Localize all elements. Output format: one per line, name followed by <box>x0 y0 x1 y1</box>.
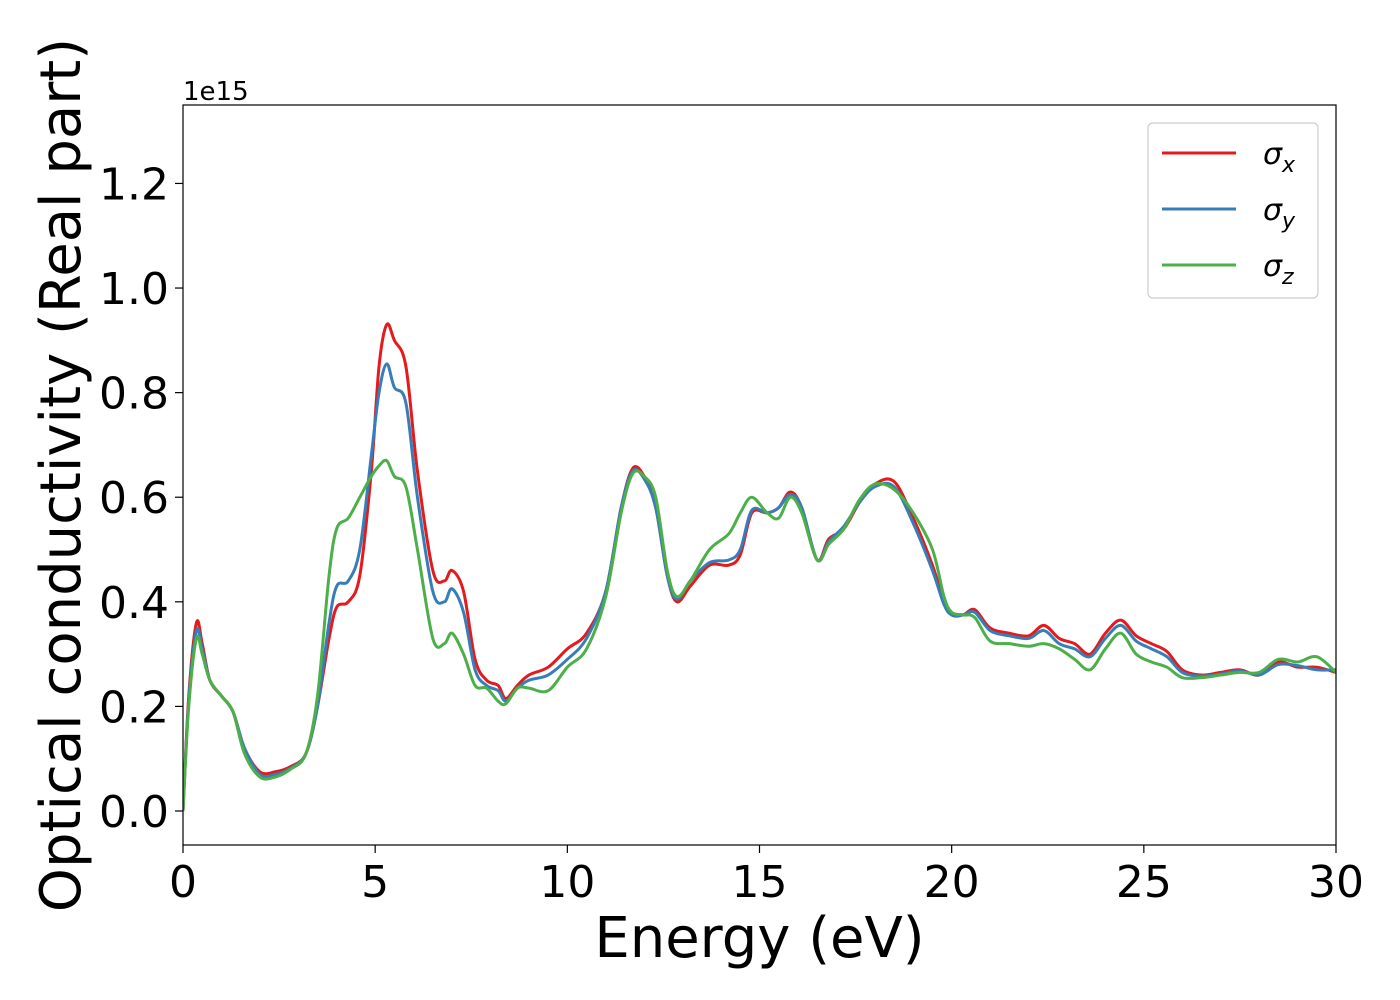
y-tick-label: 0.6 <box>99 473 169 524</box>
x-tick-label: 5 <box>361 857 389 908</box>
x-axis-label: Energy (eV) <box>594 906 924 971</box>
legend: σx σy σz <box>1147 122 1319 299</box>
y-tick-label: 1.2 <box>99 159 169 210</box>
legend-label-sigma-z: σz <box>1263 249 1294 290</box>
y-tick-label: 1.0 <box>99 264 169 315</box>
y-tick-label: 0.2 <box>99 682 169 733</box>
y-axis-label: Optical conductivity (Real part) <box>29 38 94 912</box>
x-tick-label: 10 <box>539 857 595 908</box>
y-tick-label: 0.4 <box>99 578 169 629</box>
x-tick-label: 25 <box>1116 857 1172 908</box>
legend-items: σx σy σz <box>1162 137 1296 290</box>
x-tick-label: 20 <box>924 857 980 908</box>
x-tick-label: 0 <box>169 857 197 908</box>
y-offset-label: 1e15 <box>183 77 249 107</box>
x-tick-label: 30 <box>1308 857 1364 908</box>
legend-label-sigma-y: σy <box>1263 193 1296 234</box>
x-tick-label: 15 <box>732 857 788 908</box>
x-axis-ticks: 0 5 10 15 20 25 30 <box>169 845 1364 908</box>
legend-label-sigma-x: σx <box>1263 137 1296 178</box>
y-tick-label: 0.0 <box>99 787 169 838</box>
y-axis-ticks: 0.0 0.2 0.4 0.6 0.8 1.0 1.2 <box>99 159 183 838</box>
y-tick-label: 0.8 <box>99 369 169 420</box>
series-layer <box>183 322 1336 812</box>
series-line-sigma-z <box>183 458 1336 812</box>
